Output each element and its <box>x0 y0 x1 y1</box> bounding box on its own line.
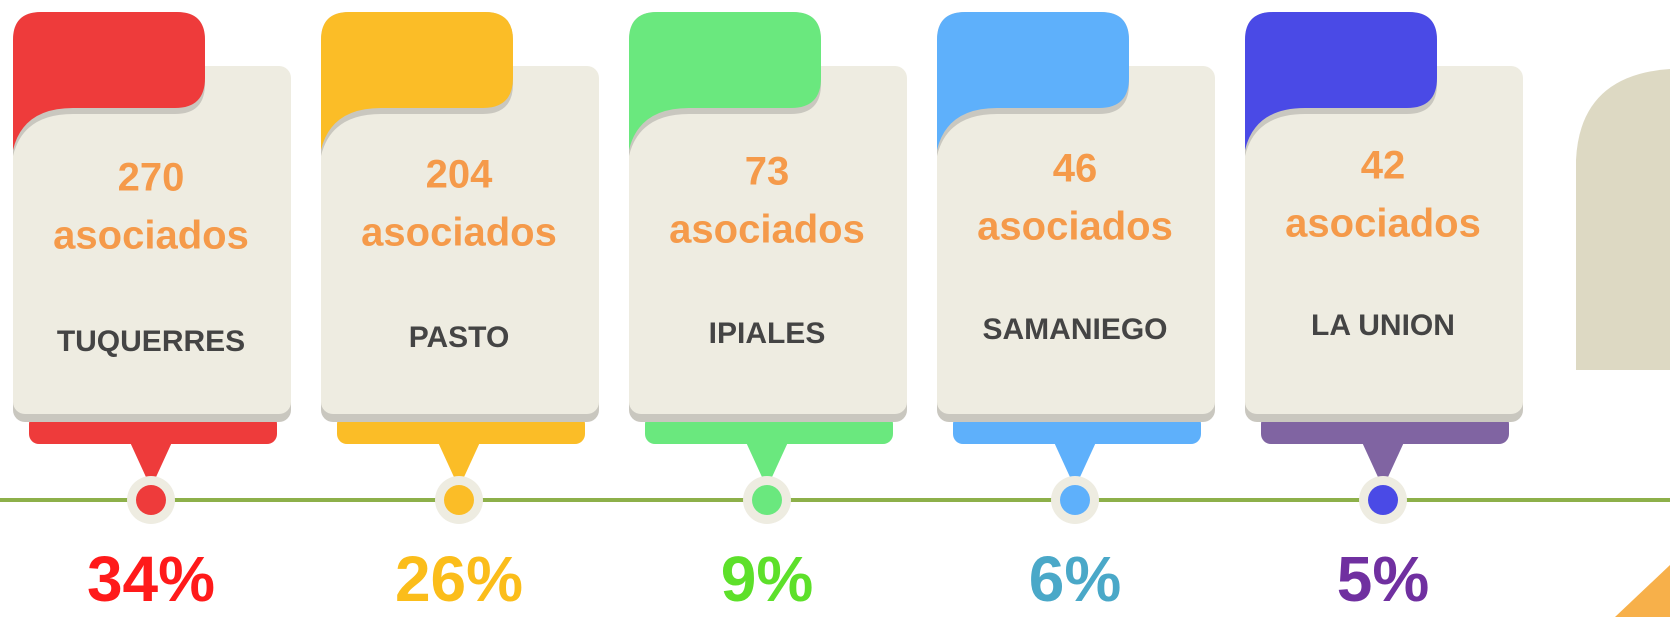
percent: 6% <box>1029 543 1122 615</box>
city: PASTO <box>409 321 510 354</box>
count: 270 <box>118 156 185 200</box>
unit: asociados <box>1285 202 1481 246</box>
header-tab <box>13 12 205 150</box>
percent: 26% <box>395 543 523 615</box>
dot <box>136 485 166 515</box>
unit: asociados <box>53 214 249 258</box>
percent: 9% <box>721 543 814 615</box>
count: 42 <box>1361 144 1406 188</box>
card <box>1245 66 1523 414</box>
card <box>13 66 291 414</box>
pointer <box>129 440 173 488</box>
pointer <box>437 440 481 488</box>
unit: asociados <box>669 208 865 252</box>
card <box>937 66 1215 414</box>
pointer <box>745 440 789 488</box>
dot <box>1368 485 1398 515</box>
card <box>629 66 907 414</box>
header-tab <box>629 12 821 150</box>
count: 46 <box>1053 147 1098 191</box>
dot <box>1060 485 1090 515</box>
header-tab <box>937 12 1129 150</box>
pointer <box>1053 440 1097 488</box>
card <box>321 66 599 414</box>
city: TUQUERRES <box>57 325 245 358</box>
dot <box>444 485 474 515</box>
percent: 5% <box>1337 543 1430 615</box>
side-panel <box>1576 69 1670 370</box>
unit: asociados <box>977 205 1173 249</box>
percent: 34% <box>87 543 215 615</box>
header-tab <box>321 12 513 150</box>
city: LA UNION <box>1311 309 1455 342</box>
pointer <box>1361 440 1405 488</box>
header-tab <box>1245 12 1437 150</box>
unit: asociados <box>361 211 557 255</box>
city: SAMANIEGO <box>982 313 1167 346</box>
dot <box>752 485 782 515</box>
count: 73 <box>745 150 790 194</box>
city: IPIALES <box>709 317 826 350</box>
corner-decoration <box>1615 565 1670 617</box>
count: 204 <box>426 153 493 197</box>
